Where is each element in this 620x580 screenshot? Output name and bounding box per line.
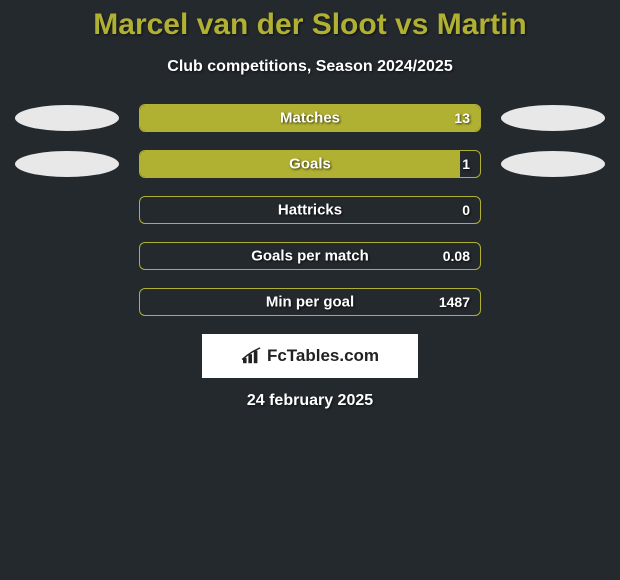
right-ellipse bbox=[501, 151, 605, 177]
right-ellipse bbox=[501, 197, 605, 223]
bar-value: 0.08 bbox=[443, 248, 470, 264]
bar-chart-icon bbox=[241, 347, 263, 365]
bar-value: 1 bbox=[462, 156, 470, 172]
left-ellipse bbox=[15, 105, 119, 131]
stat-row: Matches 13 bbox=[0, 104, 620, 132]
left-ellipse bbox=[15, 243, 119, 269]
stat-row: Goals 1 bbox=[0, 150, 620, 178]
left-ellipse bbox=[15, 197, 119, 223]
logo-text: FcTables.com bbox=[267, 346, 379, 366]
stat-row: Min per goal 1487 bbox=[0, 288, 620, 316]
left-ellipse bbox=[15, 151, 119, 177]
comparison-infographic: Marcel van der Sloot vs Martin Club comp… bbox=[0, 0, 620, 410]
right-ellipse bbox=[501, 243, 605, 269]
logo-box: FcTables.com bbox=[202, 334, 418, 378]
page-title: Marcel van der Sloot vs Martin bbox=[0, 8, 620, 42]
stat-row: Hattricks 0 bbox=[0, 196, 620, 224]
bar-value: 0 bbox=[462, 202, 470, 218]
right-ellipse bbox=[501, 289, 605, 315]
right-ellipse bbox=[501, 105, 605, 131]
stat-bar: Matches 13 bbox=[139, 104, 481, 132]
bar-label: Min per goal bbox=[266, 294, 354, 311]
left-ellipse bbox=[15, 289, 119, 315]
bar-label: Hattricks bbox=[278, 202, 342, 219]
date-label: 24 february 2025 bbox=[0, 392, 620, 410]
bar-value: 1487 bbox=[439, 294, 470, 310]
stat-bar: Hattricks 0 bbox=[139, 196, 481, 224]
stat-row: Goals per match 0.08 bbox=[0, 242, 620, 270]
stat-bar: Goals 1 bbox=[139, 150, 481, 178]
stat-bar: Min per goal 1487 bbox=[139, 288, 481, 316]
bar-label: Matches bbox=[280, 110, 340, 127]
stat-bar: Goals per match 0.08 bbox=[139, 242, 481, 270]
bar-label: Goals per match bbox=[251, 248, 369, 265]
bar-label: Goals bbox=[289, 156, 331, 173]
bar-value: 13 bbox=[454, 110, 470, 126]
subtitle: Club competitions, Season 2024/2025 bbox=[0, 58, 620, 76]
